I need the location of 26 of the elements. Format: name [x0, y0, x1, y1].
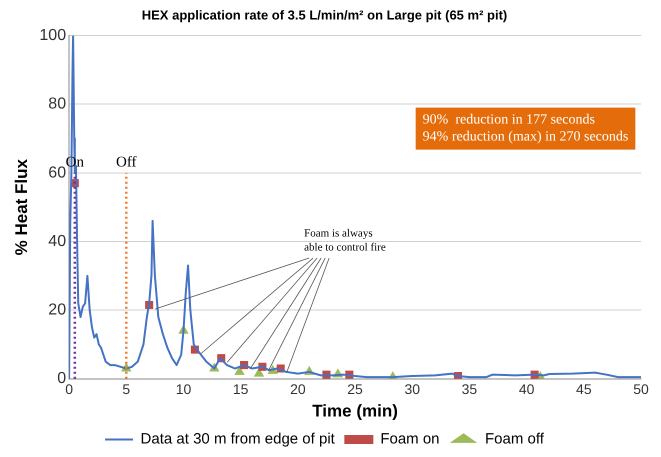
x-tick-label: 50 — [633, 381, 649, 398]
x-tick-label: 35 — [462, 381, 478, 398]
x-tick-label: 10 — [176, 381, 192, 398]
x-tick-label: 15 — [232, 381, 249, 398]
x-tick-label: 45 — [576, 381, 592, 398]
legend-label: Data at 30 m from edge of pit — [140, 430, 336, 448]
x-tick-label: 20 — [290, 381, 306, 398]
x-axis-title: Time (min) — [312, 401, 398, 420]
y-tick-label: 40 — [48, 232, 66, 250]
annotation: Foam is always able to control fire — [304, 227, 386, 254]
y-axis-title: % Heat Flux — [12, 158, 31, 256]
point — [254, 368, 264, 377]
annotation: 90% reduction in 177 seconds 94% reduction (max) in 270 seconds — [422, 112, 628, 144]
ref-line-label: Off — [116, 154, 137, 170]
x-tick-label: 5 — [122, 381, 130, 398]
x-tick-label: 25 — [347, 381, 364, 398]
y-tick-label: 80 — [48, 96, 66, 113]
y-tick-label: 20 — [48, 302, 66, 319]
x-tick-label: 30 — [404, 381, 420, 398]
legend-label: Foam off — [485, 430, 545, 448]
legend-label: Foam on — [380, 430, 440, 448]
y-tick-label: 60 — [48, 164, 66, 182]
chart-title: HEX application rate of 3.5 L/min/m² on Large pit (65 m² pit) — [142, 7, 508, 22]
point — [234, 366, 244, 375]
y-tick-label: 100 — [39, 27, 66, 44]
x-tick-label: 40 — [518, 381, 535, 398]
